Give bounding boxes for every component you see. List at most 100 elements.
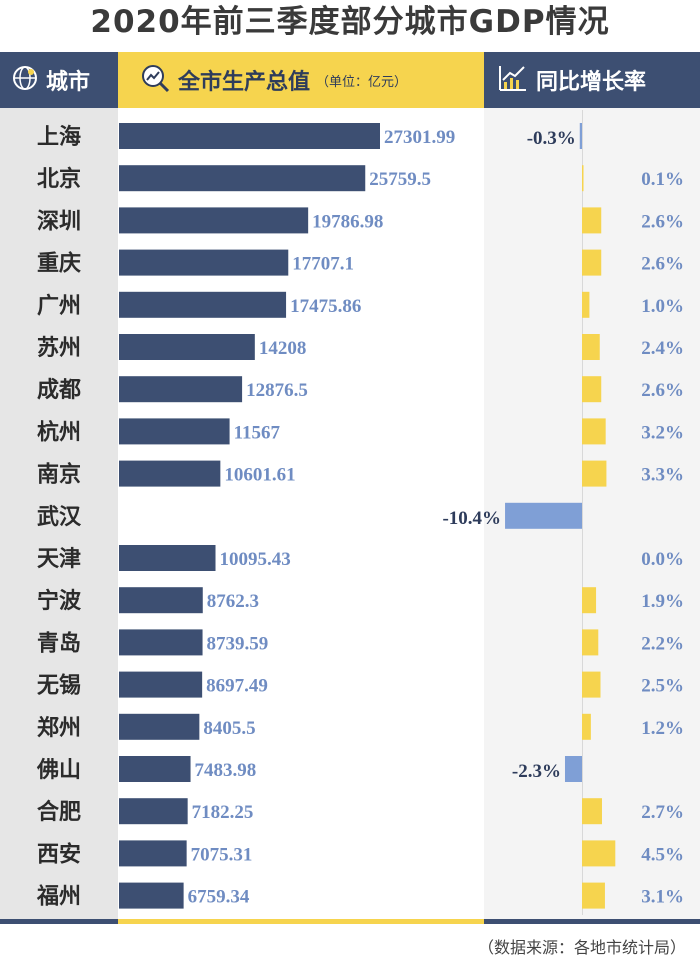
growth-bar [582, 713, 591, 740]
growth-value-label: -2.3% [512, 761, 561, 782]
growth-value-label: 1.9% [641, 591, 684, 612]
footer-bar-gdp [118, 919, 484, 924]
city-label: 宁波 [37, 588, 82, 614]
growth-bar [582, 840, 616, 867]
data-source: （数据来源：各地市统计局） [477, 938, 686, 957]
growth-value-label: 2.5% [641, 676, 684, 697]
gdp-value-label: 25759.5 [369, 169, 431, 190]
gdp-bar [119, 798, 188, 825]
growth-value-label: 1.0% [641, 296, 684, 317]
header-gdp-label: 全市生产总值 [178, 70, 311, 95]
growth-bar [582, 460, 607, 487]
city-label: 广州 [37, 293, 81, 319]
growth-bar [582, 207, 602, 234]
gdp-bar [119, 460, 221, 487]
gdp-value-label: 8762.3 [207, 591, 259, 612]
gdp-bar [119, 291, 287, 318]
gdp-bar [119, 629, 203, 656]
magnifier-chart-icon [140, 63, 170, 97]
growth-bar [582, 629, 599, 656]
gdp-value-label: 6759.34 [188, 887, 250, 908]
growth-bar [582, 376, 602, 403]
city-label: 重庆 [37, 251, 81, 277]
gdp-bar [119, 376, 243, 403]
gdp-value-label: 7182.25 [192, 802, 254, 823]
city-label: 合肥 [37, 799, 81, 825]
header-city-label: 城市 [46, 70, 91, 95]
city-label: 深圳 [37, 209, 81, 234]
gdp-bar [119, 713, 200, 740]
city-label: 南京 [37, 462, 81, 488]
growth-value-label: -0.3% [527, 128, 576, 149]
growth-bar [582, 165, 584, 192]
gdp-bar [119, 882, 184, 909]
city-label: 武汉 [37, 505, 82, 530]
city-label: 杭州 [37, 419, 81, 445]
gdp-value-label: 12876.5 [246, 380, 308, 401]
header-city: 城市 [0, 52, 118, 108]
gdp-bar [119, 334, 255, 360]
growth-value-label: -10.4% [442, 508, 501, 529]
city-label: 无锡 [37, 674, 81, 699]
growth-bar [582, 249, 602, 276]
growth-bar [582, 334, 600, 360]
gdp-value-label: 8739.59 [207, 633, 269, 654]
growth-value-label: 3.2% [641, 422, 684, 443]
growth-bar [505, 502, 582, 529]
gdp-value-label: 7075.31 [191, 844, 253, 865]
growth-bar [582, 798, 602, 825]
gdp-bar [119, 207, 309, 234]
gdp-bar [119, 418, 230, 445]
growth-value-label: 2.6% [641, 254, 684, 275]
growth-value-label: 4.5% [641, 844, 684, 865]
city-label: 苏州 [37, 335, 81, 361]
growth-zero-axis [582, 110, 583, 915]
gdp-value-label: 19786.98 [312, 211, 383, 232]
page-title: 2020年前三季度部分城市GDP情况 [90, 4, 610, 40]
city-label: 天津 [37, 546, 81, 572]
growth-bar [582, 418, 606, 445]
gdp-bar [119, 671, 203, 698]
gdp-bar [119, 165, 366, 192]
gdp-value-label: 10601.61 [224, 465, 295, 486]
city-column-bg [0, 108, 118, 919]
growth-value-label: 2.6% [641, 211, 684, 232]
gdp-value-label: 8405.5 [203, 718, 255, 739]
footer-bar-growth [484, 919, 700, 924]
header-growth: 同比增长率 [484, 52, 700, 108]
growth-value-label: 0.0% [641, 549, 684, 570]
growth-bar [564, 756, 582, 782]
gdp-value-label: 7483.98 [195, 760, 257, 781]
city-label: 北京 [37, 166, 81, 192]
growth-bar [582, 671, 601, 698]
header-gdp-unit: （单位：亿元） [316, 74, 408, 90]
gdp-value-label: 10095.43 [220, 549, 291, 570]
growth-bar [582, 587, 597, 614]
globe-icon [12, 65, 38, 95]
city-label: 成都 [37, 378, 81, 403]
gdp-value-label: 11567 [234, 422, 281, 443]
city-label: 青岛 [37, 630, 81, 656]
gdp-bar [119, 249, 289, 276]
city-label: 佛山 [36, 758, 81, 783]
gdp-value-label: 14208 [259, 338, 307, 359]
gdp-value-label: 8697.49 [206, 676, 268, 697]
gdp-value-label: 27301.99 [384, 127, 455, 148]
city-label: 郑州 [37, 716, 81, 741]
footer-bar-city [0, 919, 118, 924]
growth-value-label: 2.6% [641, 380, 684, 401]
growth-value-label: 2.2% [641, 633, 684, 654]
gdp-bar [119, 756, 191, 782]
growth-value-label: 3.3% [641, 465, 684, 486]
growth-bar [582, 882, 605, 909]
gdp-value-label: 17475.86 [290, 296, 361, 317]
gdp-bar [119, 840, 187, 867]
header-gdp: 全市生产总值 （单位：亿元） [118, 52, 484, 108]
growth-value-label: 3.1% [641, 887, 684, 908]
gdp-bar [119, 123, 380, 149]
city-label: 西安 [37, 841, 81, 867]
growth-bar [579, 123, 582, 149]
gdp-bar [119, 545, 216, 571]
growth-value-label: 2.7% [641, 802, 684, 823]
